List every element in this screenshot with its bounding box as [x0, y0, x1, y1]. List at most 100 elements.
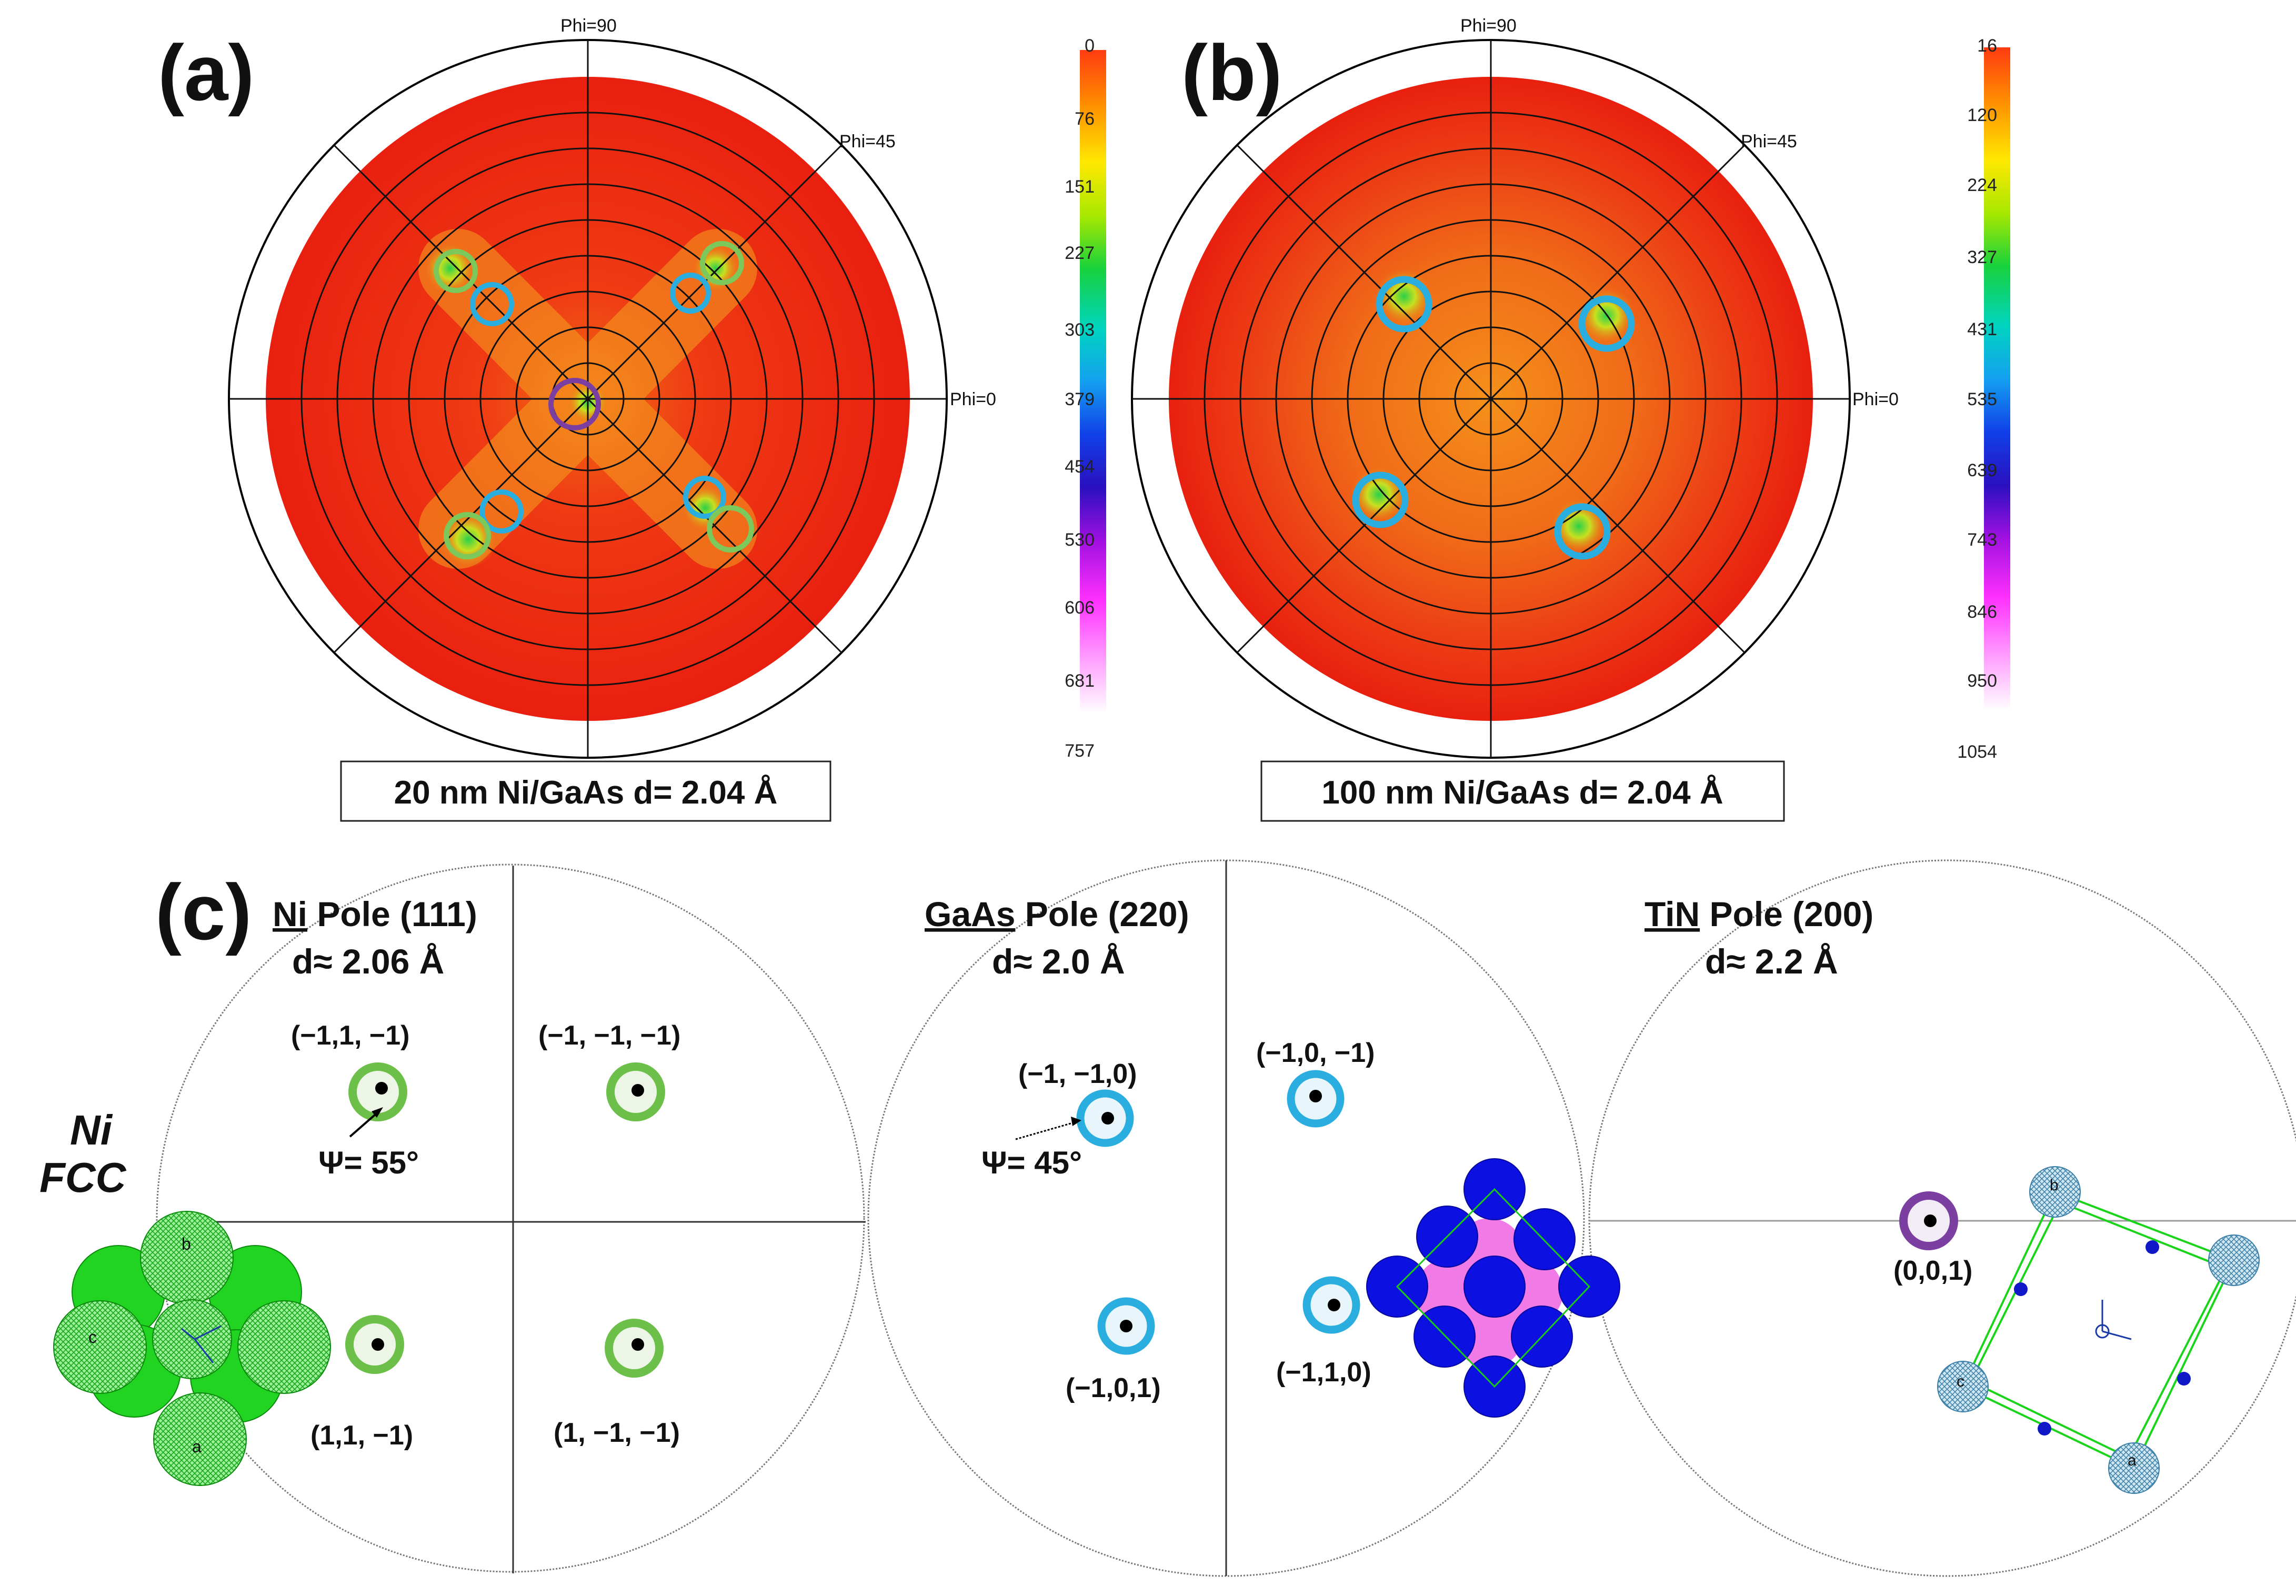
pole-figure-a-grid: [229, 40, 947, 758]
ni-pole-marker: [605, 1319, 664, 1378]
colorbar-a-tick: 681: [1065, 671, 1095, 691]
colorbar-b-tick: 846: [1967, 602, 1997, 622]
gaas-structure: [1366, 1158, 1620, 1418]
colorbar-b-tick: 950: [1967, 671, 1997, 691]
colorbar-a: 0 76 151 227 303 379 454 530 606 681 757: [1065, 36, 1106, 761]
gaas-ring-a: [470, 282, 514, 326]
gaas-name: GaAs: [925, 895, 1015, 933]
tin-pole: Pole (200): [1700, 895, 1873, 933]
ni-projection-circle: [156, 864, 865, 1573]
ni-pole-marker: [606, 1062, 665, 1121]
gaas-pole-marker: [1287, 1070, 1345, 1128]
gaas-ring-b: [1578, 295, 1635, 352]
ni-pole-label: (1,1, −1): [310, 1420, 413, 1451]
pole-figure-b-grid: [1132, 40, 1850, 758]
gaas-ring-b: [1376, 276, 1432, 333]
colorbar-b-bar: [1984, 47, 2010, 710]
gaas-poles: (−1, −1,0) (−1,0, −1) (−1,0,1) (−1,1,0) …: [981, 1038, 1375, 1403]
colorbar-b-tick: 639: [1967, 460, 1997, 480]
colorbar-b-tick: 120: [1967, 105, 1997, 125]
tin-projection-circle: [1588, 859, 2296, 1577]
ni-pole-title: Ni Pole (111): [273, 895, 477, 933]
ni-pole-label: (−1,1, −1): [291, 1020, 409, 1051]
projection-axes: [158, 860, 2296, 1576]
caption-a: 20 nm Ni/GaAs d= 2.04 Å: [394, 775, 778, 811]
gaas-pole-label: (−1,0, −1): [1256, 1038, 1375, 1068]
colorbar-a-tick: 757: [1065, 741, 1095, 761]
ni-fcc-axes-icon: [181, 1325, 222, 1363]
phi90-label-b: Phi=90: [1460, 16, 1517, 36]
tin-structure: b c a: [1937, 1166, 2260, 1494]
ni-pole-marker: [345, 1315, 404, 1374]
colorbar-b-tick: 1054: [1957, 742, 1997, 762]
colorbar-b: 16 120 224 327 431 535 639 743 846 950 1…: [1957, 36, 2010, 762]
gaas-pole-marker: [1076, 1089, 1134, 1147]
phi90-label-a: Phi=90: [560, 16, 617, 36]
ni-pole-label: (1, −1, −1): [554, 1418, 680, 1448]
colorbar-b-tick: 431: [1967, 319, 1997, 339]
ni-ring-a: [434, 249, 478, 293]
colorbar-a-tick: 76: [1075, 109, 1095, 129]
pole-figure-b: Phi=90 Phi=45 Phi=0: [1131, 16, 1899, 759]
colorbar-a-tick: 227: [1065, 243, 1095, 263]
phi0-label-a: Phi=0: [950, 389, 996, 409]
colorbar-b-tick: 16: [1977, 36, 1997, 56]
colorbar-b-tick: 327: [1967, 247, 1997, 267]
phi0-label-b: Phi=0: [1852, 389, 1899, 409]
panel-b-letter: (b): [1181, 28, 1282, 117]
gaas-d-spacing: d≈ 2.0 Å: [992, 942, 1125, 981]
tin-name: TiN: [1645, 895, 1700, 933]
gaas-pole-label: (−1,1,0): [1276, 1357, 1371, 1388]
tin-poles: (0,0,1): [1893, 1191, 1972, 1286]
colorbar-a-tick: 151: [1065, 177, 1095, 197]
colorbar-a-tick: 454: [1065, 457, 1095, 477]
gaas-pole-marker: [1097, 1297, 1155, 1355]
gaas-pole-label: (−1,0,1): [1066, 1373, 1161, 1403]
colorbar-b-tick: 535: [1967, 389, 1997, 409]
tin-pole-title: TiN Pole (200): [1645, 895, 1873, 933]
gaas-psi-label: Ψ= 45°: [981, 1145, 1082, 1180]
panel-c: (c) Ni Pole (111) d≈ 2.06 Å GaAs Pole (2…: [39, 859, 2296, 1577]
colorbar-a-tick: 0: [1085, 36, 1095, 56]
panel-a: (a): [158, 16, 1106, 822]
gaas-ring-b: [1352, 471, 1409, 528]
tin-ring-a: [548, 378, 601, 430]
ni-ring-a: [700, 241, 744, 285]
ni-poles: (−1,1, −1) (−1, −1, −1) (1,1, −1) (1, −1…: [291, 1020, 680, 1451]
ni-psi-arrow: [349, 1110, 380, 1138]
ni-pole-label: (−1, −1, −1): [538, 1020, 680, 1051]
gaas-psi-arrowhead: [1071, 1117, 1081, 1126]
gaas-ring-a: [683, 476, 726, 519]
ni-pole-marker: [348, 1062, 407, 1121]
tin-axes-icon: [2095, 1300, 2132, 1340]
ni-fcc-label: Ni: [70, 1107, 113, 1153]
colorbar-b-tick: 224: [1967, 175, 1997, 195]
panel-c-letter: (c): [155, 868, 252, 956]
tin-d-spacing: d≈ 2.2 Å: [1705, 942, 1838, 981]
panel-b: (b): [1131, 16, 2010, 822]
gaas-pole-marker: [1302, 1276, 1360, 1334]
ni-fcc-atom-label: a: [192, 1437, 202, 1456]
gaas-ring-a: [479, 489, 524, 534]
colorbar-a-tick: 530: [1065, 530, 1095, 550]
gaas-pole-label: (−1, −1,0): [1018, 1059, 1137, 1089]
pole-markers-a: [434, 241, 754, 559]
colorbar-a-tick: 303: [1065, 320, 1095, 340]
gaas-ring-a: [670, 273, 711, 314]
ni-fcc-atom-label: b: [182, 1234, 191, 1253]
ni-fcc-label: FCC: [39, 1154, 127, 1201]
caption-a-box: [340, 760, 831, 822]
ni-psi-arrowhead: [372, 1107, 383, 1118]
panel-a-letter: (a): [158, 28, 254, 117]
ni-fcc-atom-label: c: [88, 1328, 97, 1347]
tin-pole-label: (0,0,1): [1893, 1256, 1972, 1286]
ni-name: Ni: [273, 895, 307, 933]
tin-atom-label: c: [1957, 1373, 1964, 1390]
ni-d-spacing: d≈ 2.06 Å: [292, 942, 444, 981]
ni-ring-a: [707, 505, 754, 553]
pole-markers-b: [1352, 276, 1635, 560]
ni-ring-a: [444, 512, 491, 559]
phi45-label-a: Phi=45: [839, 132, 896, 152]
gaas-psi-arrow: [1015, 1121, 1077, 1140]
gaas-pole: Pole (220): [1015, 895, 1189, 933]
